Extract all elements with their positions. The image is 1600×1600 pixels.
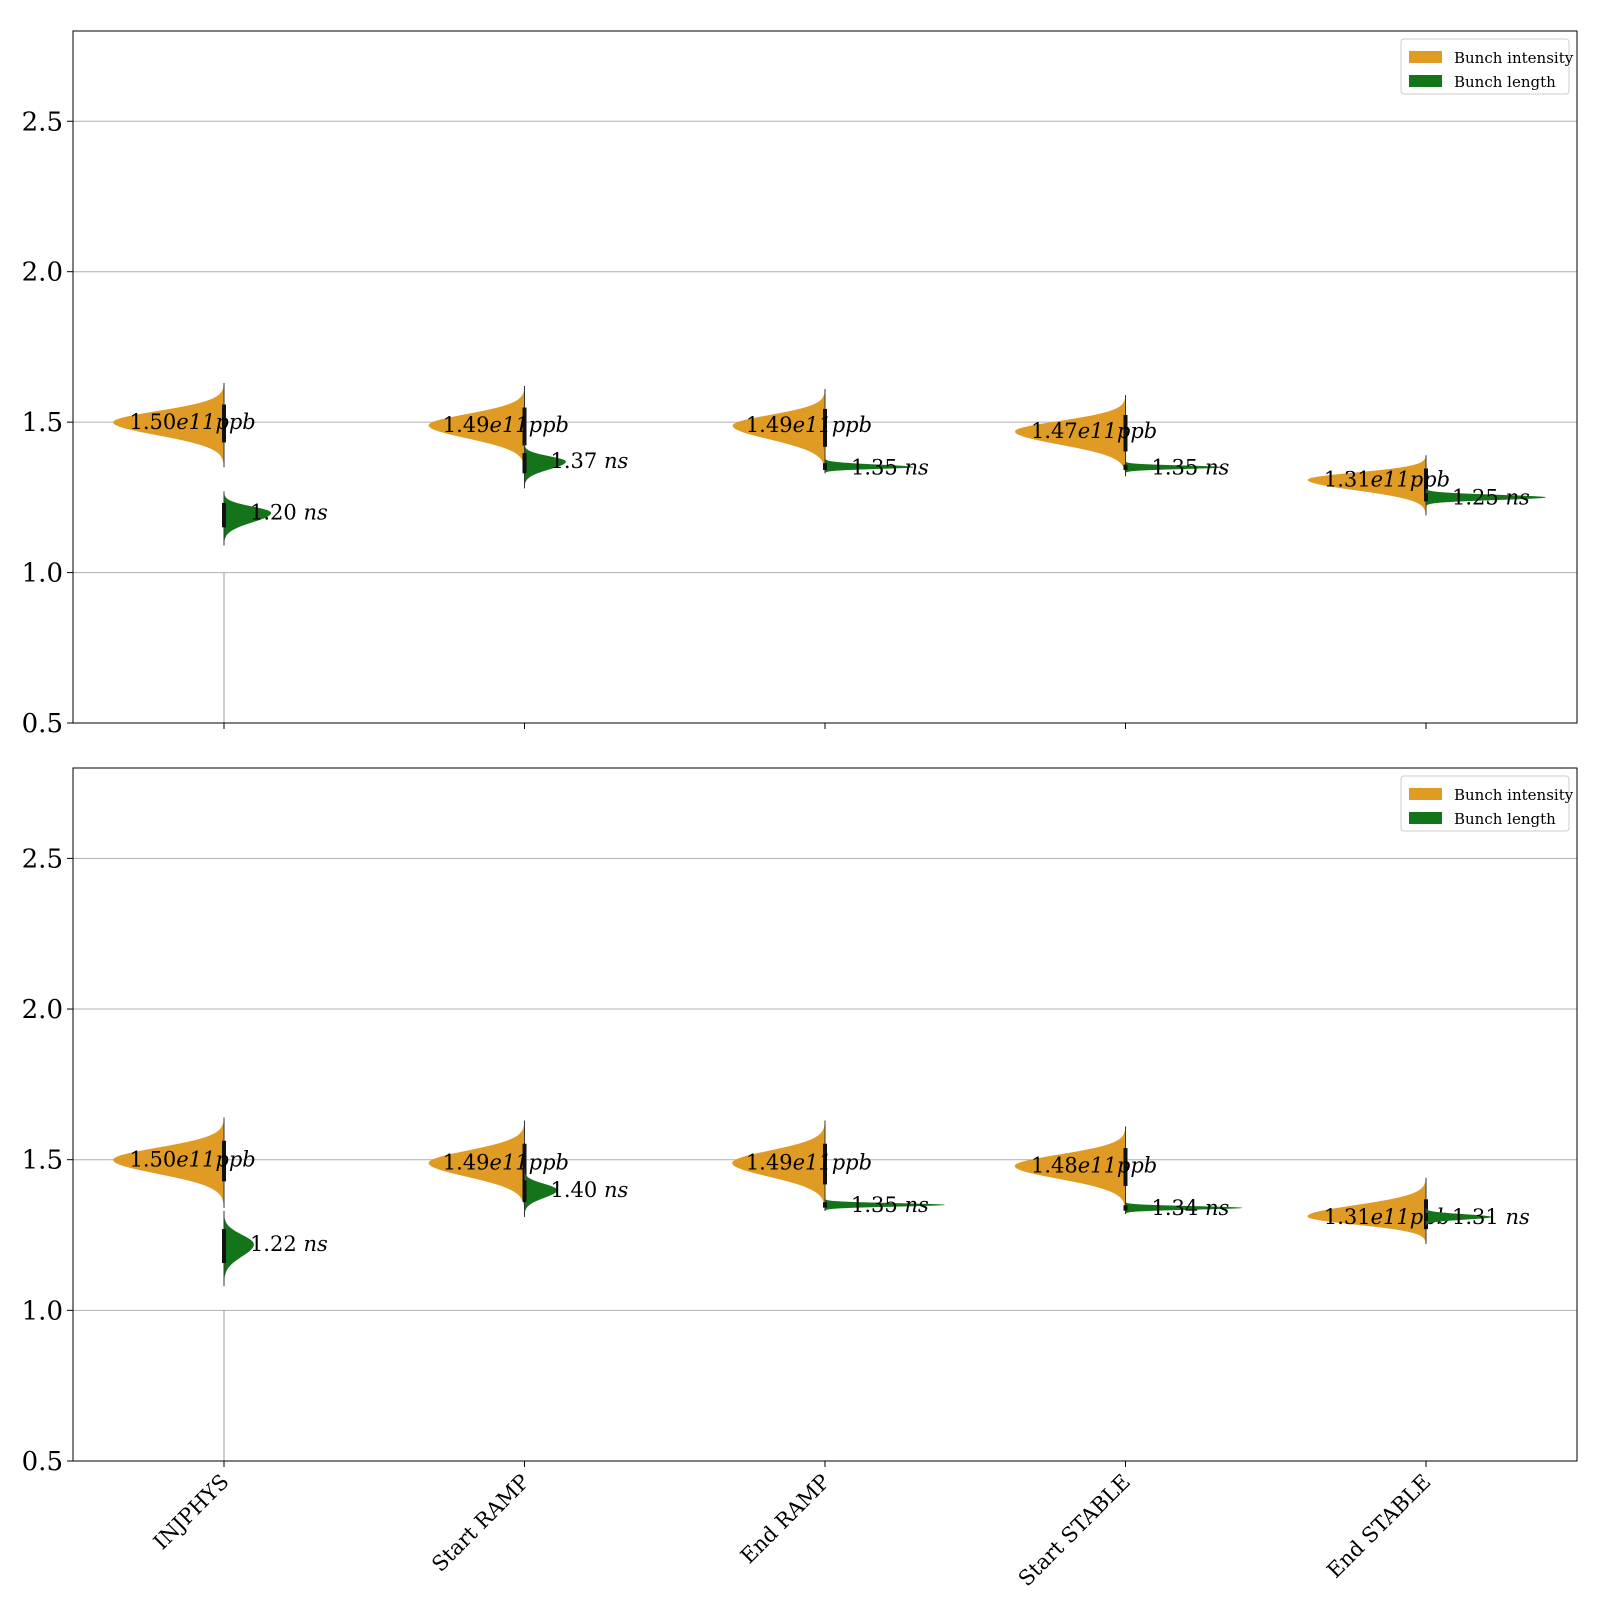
legend: Bunch intensity Bunch length (1400, 38, 1574, 95)
legend-swatch (1409, 75, 1442, 87)
length-annotation: 1.25 ns (1452, 485, 1530, 509)
legend-swatch (1409, 788, 1442, 800)
y-tick-label: 0.5 (22, 1447, 63, 1477)
x-tick-label: INJPHYS (149, 1470, 234, 1555)
intensity-annotation: 1.47e11ppb (1031, 419, 1157, 443)
violin-intensity (1307, 1177, 1426, 1245)
intensity-annotation: 1.49e11ppb (443, 1151, 569, 1175)
legend-label: Bunch intensity (1454, 786, 1574, 804)
legend-box (1400, 38, 1570, 95)
violin-length (825, 1198, 946, 1211)
chart-panel-bottom: 0.5 1.0 1.5 2.0 2.5 INJPHYS Start RAMP End RAMP… (22, 767, 1578, 1591)
length-annotation: 1.40 ns (551, 1178, 629, 1202)
intensity-annotation: 1.31e11ppb (1324, 467, 1450, 491)
violin-intensity (732, 389, 825, 474)
chart-panel-top: 0.5 1.0 1.5 2.0 2.5 1.50e11ppb 1.49e11ppb 1.49e… (22, 30, 1578, 739)
violin-intensity (732, 1120, 825, 1211)
intensity-annotation: 1.48e11ppb (1031, 1154, 1157, 1178)
legend: Bunch intensity Bunch length (1400, 775, 1574, 832)
intensity-annotation: 1.49e11ppb (746, 1151, 872, 1175)
violin-length (825, 458, 914, 474)
violin-length (1125, 461, 1225, 474)
violin-intensity (113, 383, 224, 468)
violin-length (524, 1168, 558, 1217)
y-tick-label: 1.0 (22, 559, 63, 589)
y-tick-label: 0.5 (22, 709, 63, 739)
y-tick-label: 2.0 (22, 995, 63, 1025)
violin-length (1426, 488, 1547, 507)
length-annotation: 1.35 ns (1152, 455, 1230, 479)
violin-length (1426, 1207, 1493, 1226)
length-annotation: 1.35 ns (851, 455, 929, 479)
legend-label: Bunch intensity (1454, 49, 1574, 67)
y-tick-label: 1.0 (22, 1296, 63, 1326)
length-annotation: 1.20 ns (250, 500, 328, 524)
intensity-annotation: 1.50e11ppb (129, 1148, 255, 1172)
length-annotation: 1.37 ns (551, 449, 629, 473)
violin-intensity (113, 1117, 224, 1208)
intensity-annotation: 1.31e11ppb (1324, 1205, 1450, 1229)
length-annotation: 1.22 ns (250, 1232, 328, 1256)
plot-frame (72, 30, 1578, 724)
legend-swatch (1409, 51, 1442, 63)
y-tick-label: 2.5 (22, 844, 63, 874)
violin-length (1125, 1201, 1243, 1214)
plot-frame (72, 767, 1578, 1462)
legend-swatch (1409, 812, 1442, 824)
intensity-annotation: 1.50e11ppb (129, 410, 255, 434)
y-tick-label: 1.5 (22, 1146, 63, 1176)
violin-intensity (428, 386, 525, 471)
violin-length (524, 443, 566, 489)
y-tick-label: 2.0 (22, 258, 63, 288)
x-tick-label: End RAMP (736, 1470, 835, 1569)
violin-intensity (428, 1120, 525, 1211)
length-annotation: 1.31 ns (1452, 1205, 1530, 1229)
violin-length (224, 491, 272, 546)
violin-length (224, 1210, 254, 1287)
violin-intensity (1307, 455, 1426, 516)
intensity-annotation: 1.49e11ppb (443, 413, 569, 437)
violin-intensity (1014, 1126, 1126, 1211)
x-tick-label: End STABLE (1322, 1470, 1435, 1583)
legend-label: Bunch length (1454, 73, 1556, 91)
x-tick-label: Start STABLE (1014, 1470, 1135, 1591)
x-tick-label: Start RAMP (427, 1470, 534, 1577)
length-annotation: 1.35 ns (851, 1193, 929, 1217)
legend-box (1400, 775, 1570, 832)
legend-label: Bunch length (1454, 810, 1556, 828)
intensity-annotation: 1.49e11ppb (746, 413, 872, 437)
y-tick-label: 1.5 (22, 408, 63, 438)
length-annotation: 1.34 ns (1152, 1196, 1230, 1220)
y-tick-label: 2.5 (22, 107, 63, 137)
violin-intensity (1015, 395, 1126, 477)
